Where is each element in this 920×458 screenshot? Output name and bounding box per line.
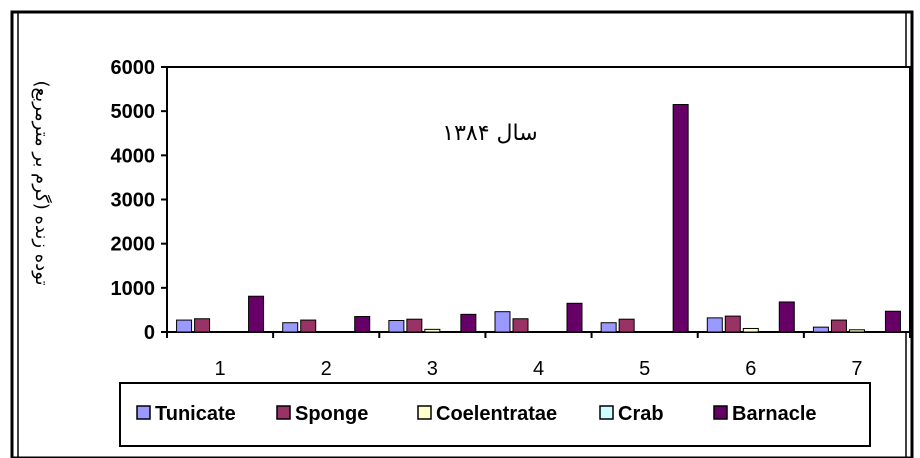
bar-coelentratae-7 [848,329,865,333]
x-tick-label: 1 [215,358,226,380]
bar-sponge-3 [406,318,423,333]
bar-tunicate-4 [494,311,511,333]
chart-annotation: سال ۱۳۸۴ [442,121,537,146]
bar-barnacle-6 [778,301,795,333]
legend-label-coelentratae: Coelentratae [436,403,557,425]
x-axis: 1 2 3 4 5 6 7 [166,332,911,380]
legend-box [119,382,871,447]
bar-tunicate-5 [600,322,617,333]
legend-label-tunicate: Tunicate [155,403,236,425]
bar-sponge-6 [724,315,741,333]
legend-label-sponge: Sponge [295,403,368,425]
bar-barnacle-7 [884,310,901,333]
legend-swatch-sponge [276,405,291,420]
plot-area [166,66,911,333]
bar-tunicate-7 [812,326,829,333]
legend-label-barnacle: Barnacle [732,403,817,425]
bar-barnacle-5 [672,104,689,333]
y-axis-label: توده زنده (گرم بر مترمربع) [31,80,53,285]
bars-group [176,104,901,333]
bar-tunicate-3 [388,320,405,333]
x-tick-label: 6 [745,358,756,380]
legend-swatch-coelentratae [417,405,432,420]
bar-barnacle-4 [566,302,583,333]
y-tick-label: 4000 [111,145,156,167]
bar-barnacle-3 [460,313,477,333]
y-axis: 0 1000 2000 3000 4000 5000 6000 [111,57,167,344]
bar-sponge-5 [618,318,635,333]
legend: Tunicate Sponge Coelentratae Crab Barnacle [136,403,817,425]
bar-tunicate-2 [282,322,299,333]
bar-sponge-2 [300,319,317,333]
y-tick-label: 6000 [111,57,156,79]
y-tick-label: 3000 [111,190,156,212]
bar-sponge-1 [194,318,211,333]
legend-swatch-crab [599,405,614,420]
x-tick-label: 3 [427,358,438,380]
legend-label-crab: Crab [618,403,664,425]
bar-coelentratae-3 [424,328,441,333]
y-tick-label: 0 [144,322,155,344]
x-tick-label: 4 [533,358,544,380]
bar-barnacle-1 [248,295,265,333]
y-tick-label: 2000 [111,234,156,256]
x-tick-label: 2 [321,358,332,380]
legend-swatch-barnacle [713,405,728,420]
x-tick-label: 5 [639,358,650,380]
y-tick-label: 1000 [111,278,156,300]
bar-sponge-7 [830,319,847,333]
bar-tunicate-6 [706,317,723,333]
y-tick-label: 5000 [111,101,156,123]
bar-barnacle-2 [354,316,371,333]
bar-tunicate-1 [176,319,193,333]
bar-sponge-4 [512,318,529,333]
legend-swatch-tunicate [136,405,151,420]
bar-coelentratae-6 [742,327,759,333]
x-tick-label: 7 [851,358,862,380]
